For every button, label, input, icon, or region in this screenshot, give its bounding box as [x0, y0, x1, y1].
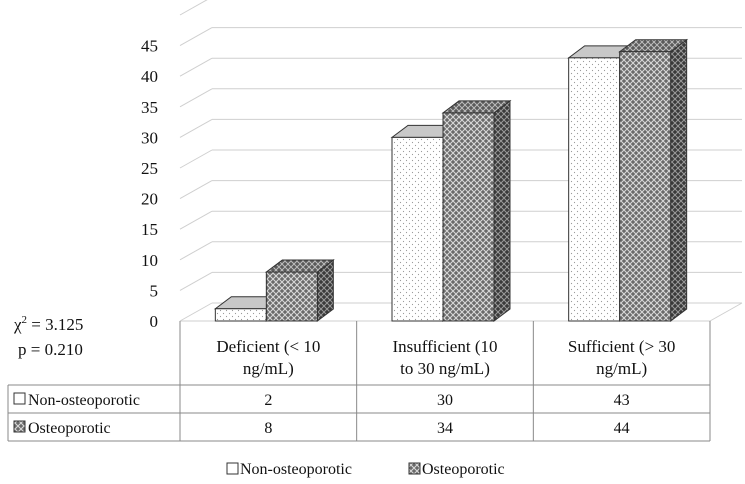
table-row-header: Non-osteoporotic: [28, 392, 140, 409]
gridline-slant: [179, 27, 213, 47]
table-row-header: Osteoporotic: [28, 420, 111, 437]
y-tick-label: 20: [141, 190, 158, 209]
y-tick-label: 35: [141, 98, 158, 117]
legend-label-non-osteoporotic: Non-osteoporotic: [240, 461, 352, 478]
chi-square-text: χ2 = 3.125: [13, 314, 83, 334]
gridline-slant: [179, 241, 213, 261]
bar-side: [493, 99, 511, 322]
p-value-text: p = 0.210: [18, 340, 83, 359]
y-tick-label: 15: [141, 220, 158, 239]
legend: Non-osteoporotic Osteoporotic: [226, 461, 505, 478]
bar-front: [619, 51, 672, 322]
bar-front: [442, 112, 495, 322]
gridline-slant: [179, 118, 213, 138]
bar-front: [568, 57, 621, 322]
bar-front: [214, 308, 267, 322]
y-tick-label: 25: [141, 159, 158, 178]
bar-side: [670, 38, 688, 322]
table-cell: 30: [437, 392, 453, 409]
y-tick-label: 5: [150, 281, 159, 300]
y-tick-label: 40: [141, 67, 158, 86]
gridline-slant: [179, 180, 213, 200]
table-cell: 8: [264, 420, 272, 437]
data-table: Deficient (< 10 ng/mL) Insufficient (10 to …: [7, 321, 711, 442]
x-category-label: Insufficient (10 to 30 ng/mL): [393, 337, 498, 378]
gridline-slant: [179, 302, 213, 322]
y-tick-label: 10: [141, 251, 158, 270]
bar-osteoporotic-1: [264, 259, 335, 322]
gridline-slant: [179, 271, 213, 291]
y-axis: 0 5 10 15 20 25 30 35 40 45: [141, 37, 158, 331]
x-category-label: Sufficient (> 30 ng/mL): [568, 337, 675, 378]
y-tick-label: 30: [141, 128, 158, 147]
bars: [213, 38, 689, 322]
stat-annotation: χ2 = 3.125 p = 0.210: [13, 314, 83, 359]
y-tick-label: 45: [141, 37, 158, 56]
bar-osteoporotic-3: [618, 38, 689, 322]
table-cell: 2: [264, 392, 272, 409]
bar-front: [391, 136, 444, 322]
legend-swatch-osteoporotic: [408, 462, 421, 475]
gridline-slant: [179, 0, 208, 16]
table-row-swatch: [13, 392, 26, 405]
bar-front: [265, 271, 318, 322]
legend-swatch-non-osteoporotic: [226, 462, 239, 475]
legend-label-osteoporotic: Osteoporotic: [422, 461, 505, 478]
table-row-swatch: [13, 420, 26, 433]
y-tick-label: 0: [150, 312, 159, 331]
gridline-slant: [179, 210, 213, 230]
table-cell: 44: [614, 420, 630, 437]
table-cell: 43: [614, 392, 630, 409]
gridline-slant: [179, 88, 213, 108]
table-cell: 34: [437, 420, 453, 437]
gridline-slant: [179, 57, 213, 77]
floor-edge-right: [709, 302, 743, 322]
x-category-label: Deficient (< 10 ng/mL): [216, 337, 320, 378]
gridline-slant: [179, 149, 213, 169]
bar-osteoporotic-2: [441, 99, 512, 322]
